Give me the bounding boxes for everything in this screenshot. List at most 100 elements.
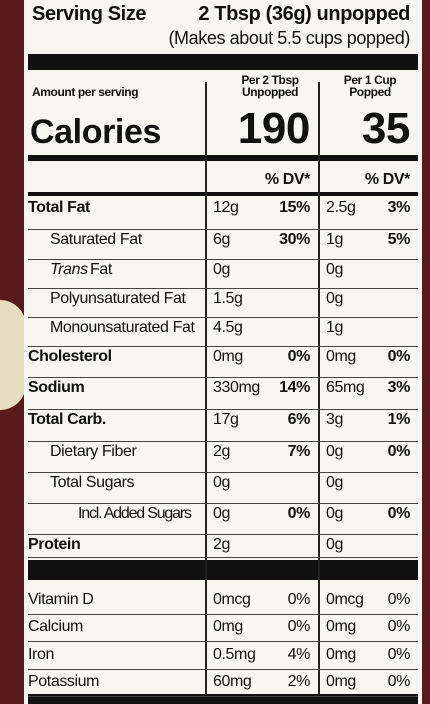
daily-value: 0% bbox=[387, 505, 411, 522]
row-label: Iron bbox=[28, 646, 54, 663]
daily-value: 2% bbox=[287, 673, 311, 690]
amount: 0mg bbox=[326, 348, 356, 365]
daily-value: 0% bbox=[287, 618, 311, 635]
daily-value: 30% bbox=[279, 231, 310, 248]
row-label: Total Sugars bbox=[50, 474, 135, 491]
amount: 0g bbox=[213, 505, 230, 522]
divider bbox=[28, 560, 418, 580]
row-label: Saturated Fat bbox=[50, 231, 142, 248]
row-divider bbox=[28, 614, 418, 615]
daily-value: 0% bbox=[387, 618, 411, 635]
amount: 2g bbox=[213, 536, 230, 553]
daily-value: 3% bbox=[387, 379, 411, 396]
amount: 0g bbox=[326, 261, 343, 278]
amount: 0g bbox=[213, 261, 230, 278]
amount: 17g bbox=[213, 411, 239, 428]
row-label: Potassium bbox=[28, 673, 100, 690]
calories-col2: 35 bbox=[361, 104, 411, 153]
amount: 0mg bbox=[213, 348, 243, 365]
row-divider bbox=[28, 346, 418, 347]
amount: 2.5g bbox=[326, 199, 356, 216]
amount: 60mg bbox=[213, 673, 252, 690]
divider bbox=[28, 694, 418, 704]
nutrition-label: Serving Size 2 Tbsp (36g) unpopped (Make… bbox=[24, 0, 422, 704]
col2-header: Per 1 Cup bbox=[343, 73, 397, 87]
row-label: Monounsaturated Fat bbox=[50, 319, 195, 336]
row-label: Cholesterol bbox=[28, 348, 112, 365]
daily-value: 0% bbox=[287, 591, 311, 608]
daily-value: 4% bbox=[287, 646, 311, 663]
amount: 0mcg bbox=[326, 591, 364, 608]
col2-header: Popped bbox=[349, 85, 391, 99]
divider bbox=[28, 54, 418, 70]
amount: 0mg bbox=[326, 618, 356, 635]
amount: 0g bbox=[326, 443, 343, 460]
amount: 1.5g bbox=[213, 290, 243, 307]
amount: 0g bbox=[213, 474, 230, 491]
row-divider bbox=[28, 557, 418, 558]
col1-header: Per 2 Tbsp bbox=[241, 73, 299, 87]
daily-value: 15% bbox=[279, 199, 310, 216]
row-divider bbox=[28, 669, 418, 670]
amount: 12g bbox=[213, 199, 239, 216]
daily-value: 0% bbox=[387, 591, 411, 608]
daily-value: 6% bbox=[287, 411, 311, 428]
row-label: Trans bbox=[50, 261, 88, 278]
column-divider bbox=[205, 82, 207, 694]
row-divider bbox=[28, 441, 418, 442]
daily-value: 1% bbox=[387, 411, 411, 428]
serving-label: Serving Size bbox=[32, 3, 147, 25]
calories-col1: 190 bbox=[237, 104, 311, 153]
amount: 0g bbox=[326, 536, 343, 553]
amount: 0.5mg bbox=[213, 646, 256, 663]
amount: 0mg bbox=[213, 618, 243, 635]
daily-value: 3% bbox=[387, 199, 411, 216]
amount: 3g bbox=[326, 411, 343, 428]
daily-value: 0% bbox=[387, 348, 411, 365]
row-divider bbox=[28, 534, 418, 535]
amount: 0g bbox=[326, 505, 343, 522]
amount: 4.5g bbox=[213, 319, 243, 336]
daily-value: 0% bbox=[387, 673, 411, 690]
amount: 330mg bbox=[213, 379, 260, 396]
row-label: Calcium bbox=[28, 618, 83, 635]
amount: 1g bbox=[326, 319, 343, 336]
popcorn-photo bbox=[0, 300, 26, 410]
amount: 0mcg bbox=[213, 591, 251, 608]
row-divider bbox=[28, 288, 418, 289]
row-divider bbox=[28, 317, 418, 318]
row-label: Sodium bbox=[28, 379, 85, 396]
dv-header: % DV* bbox=[264, 171, 311, 188]
row-divider bbox=[28, 409, 418, 410]
divider bbox=[28, 192, 418, 196]
row-label: Vitamin D bbox=[28, 591, 94, 608]
row-label: Fat bbox=[90, 261, 112, 278]
amount: 0mg bbox=[326, 646, 356, 663]
row-divider bbox=[28, 472, 418, 473]
amount-per-serving: Amount per serving bbox=[32, 85, 139, 99]
row-divider bbox=[28, 259, 418, 260]
daily-value: 5% bbox=[387, 231, 411, 248]
divider bbox=[28, 155, 418, 161]
row-label: Total Fat bbox=[28, 199, 90, 216]
row-label: Dietary Fiber bbox=[50, 443, 137, 460]
column-divider bbox=[318, 82, 320, 694]
row-label: Protein bbox=[28, 536, 81, 553]
dv-header: % DV* bbox=[364, 171, 411, 188]
daily-value: 0% bbox=[287, 348, 311, 365]
row-label: Total Carb. bbox=[28, 411, 106, 428]
daily-value: 7% bbox=[287, 443, 311, 460]
daily-value: 14% bbox=[279, 379, 310, 396]
row-divider bbox=[28, 377, 418, 378]
amount: 6g bbox=[213, 231, 230, 248]
amount: 65mg bbox=[326, 379, 365, 396]
amount: 0mg bbox=[326, 673, 356, 690]
col1-header: Unpopped bbox=[241, 85, 299, 99]
row-divider bbox=[28, 641, 418, 642]
row-divider bbox=[28, 503, 418, 504]
daily-value: 0% bbox=[287, 505, 311, 522]
amount: 0g bbox=[326, 290, 343, 307]
row-divider bbox=[28, 696, 418, 697]
amount: 0g bbox=[326, 474, 343, 491]
serving-note: (Makes about 5.5 cups popped) bbox=[168, 28, 410, 48]
